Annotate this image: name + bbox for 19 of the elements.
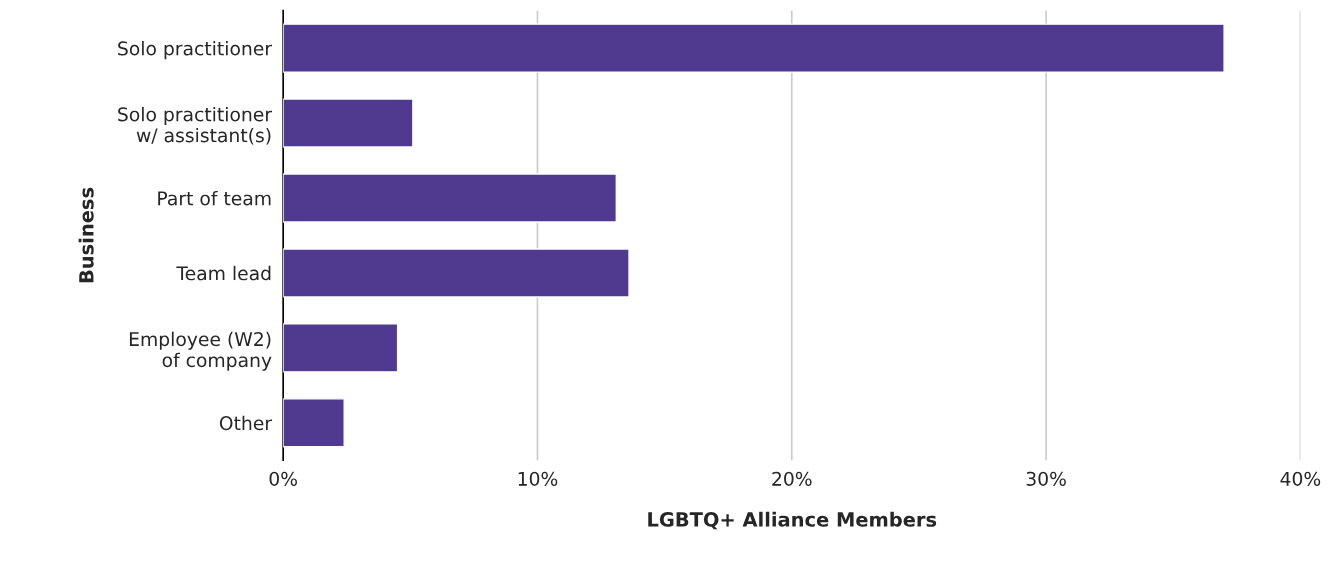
x-tick-label: 0%: [269, 471, 297, 486]
x-tick-label: 10%: [518, 471, 558, 486]
x-axis-title: LGBTQ+ Alliance Members: [648, 511, 937, 530]
bar: [283, 248, 630, 298]
y-tick-label: Team lead: [176, 265, 271, 281]
bar: [283, 323, 399, 373]
bar: [283, 398, 345, 448]
bar: [283, 23, 1225, 73]
y-tick-label: Solo practitioner: [118, 41, 273, 60]
bar: [283, 98, 414, 148]
x-tick-label: 20%: [772, 471, 812, 486]
x-tick-label: 40%: [1280, 471, 1321, 486]
y-tick-label: Part of team: [158, 190, 271, 206]
bar: [283, 173, 618, 223]
y-tick-label: Employee (W2) of company: [129, 331, 272, 371]
y-tick-label: Solo practitioner w/ assistant(s): [118, 106, 273, 145]
x-tick-label: 30%: [1026, 471, 1066, 486]
y-tick-label: Other: [219, 415, 273, 431]
y-axis-title: Business: [78, 187, 94, 283]
